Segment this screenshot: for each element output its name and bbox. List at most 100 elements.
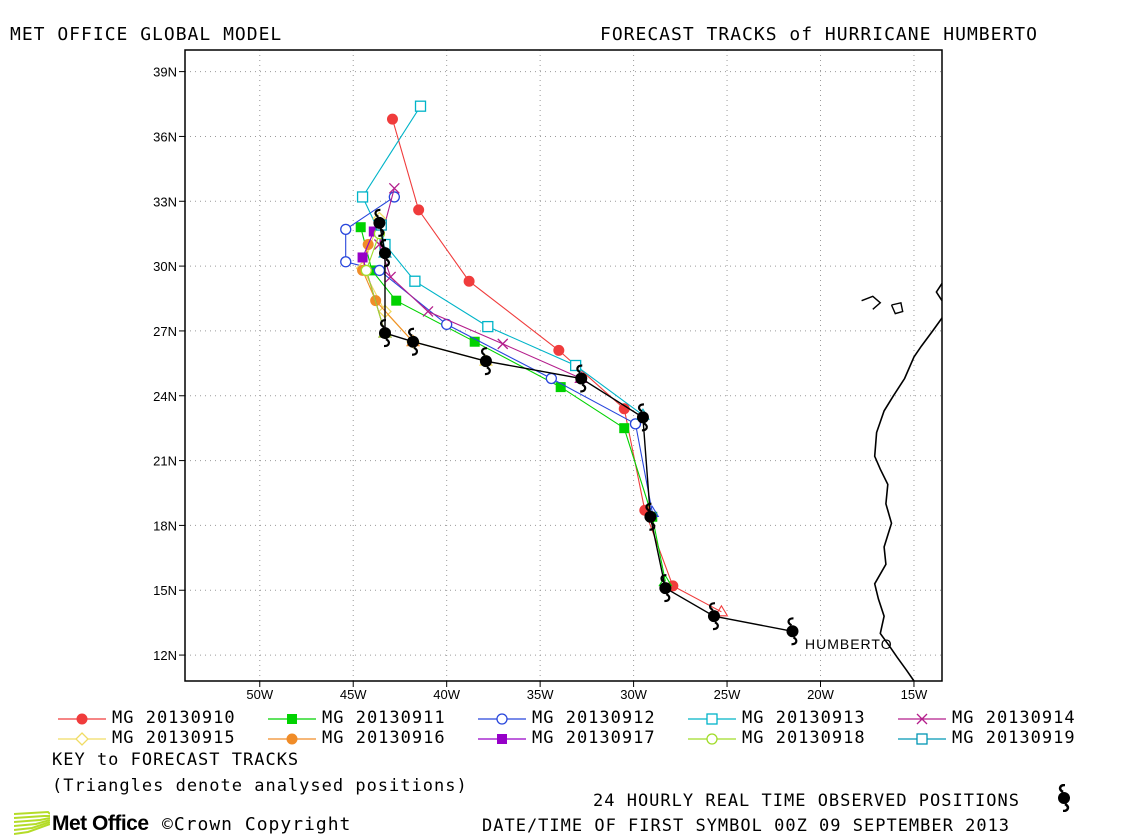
hurricane-arm (791, 636, 798, 646)
hurricane-arm (649, 521, 656, 531)
hurricane-arm (383, 258, 390, 268)
hurricane-arm (787, 617, 794, 627)
hurricane-arm (408, 327, 415, 337)
marker (629, 418, 642, 430)
met-office-logo-icon (14, 810, 50, 835)
marker (469, 336, 480, 347)
x-tick-label: 45W (340, 687, 367, 702)
marker (497, 338, 509, 350)
logo-stripe (14, 815, 50, 819)
hurricane-eye (575, 372, 588, 385)
hurricane-eye (707, 610, 720, 623)
legend-label: MG 20130918 (742, 728, 866, 748)
y-tick-label: 18N (153, 518, 177, 533)
analysed-triangle (714, 604, 729, 617)
hurricane-eye (378, 327, 391, 340)
island-outline (861, 295, 882, 310)
hurricane-symbol (378, 239, 391, 268)
x-tick-label: 40W (433, 687, 460, 702)
logo-stripe (14, 817, 50, 823)
hurricane-arm (380, 318, 387, 329)
x-tick-label: 50W (246, 687, 273, 702)
hurricane-symbol (786, 617, 799, 646)
x-tick-label: 30W (620, 687, 647, 702)
copyright: ©Crown Copyright (162, 814, 352, 835)
marker (356, 191, 369, 203)
x-tick-label: 15W (901, 687, 928, 702)
hurricane-symbol (479, 347, 492, 376)
x-tick-label: 20W (807, 687, 834, 702)
marker (368, 226, 379, 237)
hurricane-symbol (659, 573, 672, 603)
marker (360, 264, 372, 277)
marker (391, 295, 402, 306)
marker (706, 713, 718, 725)
track-line (360, 227, 666, 582)
logo-stripe (14, 821, 50, 831)
hurricane-symbol (644, 502, 657, 531)
legend-swatch (688, 713, 736, 725)
island-outline (890, 301, 904, 315)
marker (414, 100, 427, 112)
track-mg-20130913 (356, 100, 650, 420)
triangle-note: (Triangles denote analysed positions) (52, 776, 468, 796)
hurricane-arm (380, 239, 387, 249)
coastline (861, 282, 943, 682)
chart-title: FORECAST TRACKS of HURRICANE HUMBERTO (600, 24, 1038, 45)
legend-key-title: KEY to FORECAST TRACKS (52, 750, 300, 770)
legend-label: MG 20130912 (532, 708, 656, 728)
datetime-note: DATE/TIME OF FIRST SYMBOL 00Z 09 SEPTEMB… (482, 816, 1011, 836)
marker (409, 275, 421, 287)
logo-stripe (14, 823, 50, 835)
hurricane-arm (374, 208, 381, 218)
marker (388, 182, 400, 194)
observed-line (378, 222, 793, 632)
hurricane-eye (786, 625, 799, 638)
y-tick-label: 21N (153, 454, 177, 469)
legend-swatch (268, 714, 316, 724)
y-tick-label: 27N (153, 324, 177, 339)
y-tick-label: 33N (153, 194, 177, 209)
marker (373, 264, 386, 277)
marker (357, 252, 368, 263)
hurricane-symbol (373, 208, 386, 237)
marker (422, 306, 434, 317)
marker (545, 372, 558, 385)
hurricane-arm (664, 593, 671, 603)
hurricane-arm (708, 602, 716, 612)
marker (553, 344, 565, 356)
hurricane-symbol (707, 602, 720, 631)
legend-label: MG 20130917 (532, 728, 656, 748)
marker (287, 714, 297, 724)
marker (386, 113, 398, 125)
legend-swatch (268, 733, 316, 745)
hurricane-symbol-icon (1058, 784, 1070, 812)
legend-swatch (478, 734, 526, 744)
hurricane-symbol (575, 364, 588, 393)
marker (355, 222, 366, 233)
marker (76, 713, 88, 725)
marker (413, 204, 425, 216)
brand-name: Met Office (52, 812, 149, 835)
hurricane-symbol (407, 327, 420, 356)
model-title: MET OFFICE GLOBAL MODEL (10, 24, 283, 45)
logo-stripe (14, 819, 50, 827)
forecast-tracks (340, 100, 729, 617)
legend-swatch (898, 733, 946, 745)
marker (340, 223, 352, 236)
observed-track (373, 208, 799, 646)
y-tick-label: 12N (153, 648, 177, 663)
hurricane-symbol (636, 403, 649, 432)
x-tick-label: 35W (527, 687, 554, 702)
hurricane-eye (407, 335, 420, 348)
marker (286, 733, 298, 745)
hurricane-eye (659, 582, 672, 595)
observed-note: 24 HOURLY REAL TIME OBSERVED POSITIONS (593, 791, 1020, 811)
legend-swatch (58, 713, 106, 725)
marker (706, 733, 718, 745)
marker (340, 256, 352, 268)
hurricane-arm (637, 403, 645, 413)
hurricane-arm (712, 621, 719, 631)
canary-coast (935, 282, 943, 302)
